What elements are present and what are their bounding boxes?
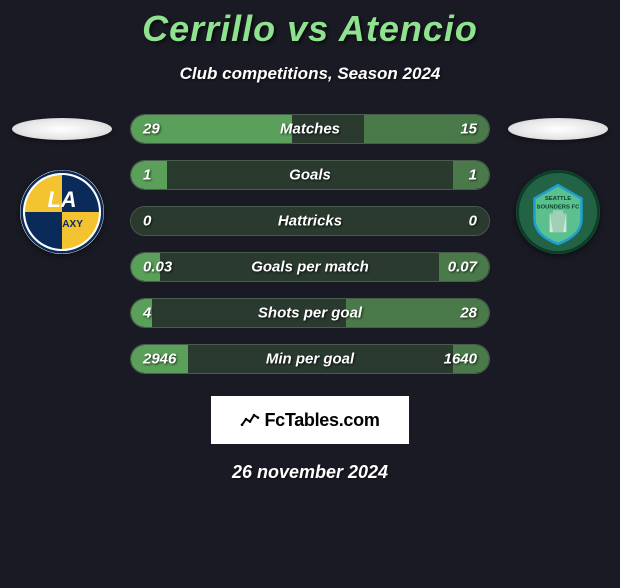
stat-value-right: 15 bbox=[460, 121, 477, 138]
stat-row: Goals 1 1 bbox=[130, 160, 490, 190]
stat-row: Goals per match 0.03 0.07 bbox=[130, 252, 490, 282]
stat-value-right: 1640 bbox=[444, 351, 477, 368]
svg-text:SOUNDERS FC: SOUNDERS FC bbox=[537, 205, 580, 211]
left-side: LA GALAXY bbox=[2, 114, 122, 254]
seattle-sounders-crest-icon: SEATTLE SOUNDERS FC bbox=[516, 170, 600, 254]
stat-value-right: 1 bbox=[469, 167, 477, 184]
stat-value-left: 4 bbox=[143, 305, 151, 322]
team-badge-left: LA GALAXY bbox=[20, 170, 104, 254]
svg-text:SEATTLE: SEATTLE bbox=[545, 196, 571, 202]
stat-label: Goals per match bbox=[251, 259, 369, 276]
stat-value-left: 29 bbox=[143, 121, 160, 138]
stat-value-right: 0 bbox=[469, 213, 477, 230]
player-silhouette-right bbox=[508, 118, 608, 140]
stat-value-right: 0.07 bbox=[448, 259, 477, 276]
stat-label: Min per goal bbox=[266, 351, 354, 368]
stat-row: Matches 29 15 bbox=[130, 114, 490, 144]
stat-value-right: 28 bbox=[460, 305, 477, 322]
stat-value-left: 0 bbox=[143, 213, 151, 230]
stat-label: Matches bbox=[280, 121, 340, 138]
stat-label: Hattricks bbox=[278, 213, 342, 230]
svg-text:LA: LA bbox=[47, 187, 76, 212]
attribution-banner: FcTables.com bbox=[211, 396, 409, 444]
stat-value-left: 1 bbox=[143, 167, 151, 184]
stat-row: Min per goal 2946 1640 bbox=[130, 344, 490, 374]
fctables-logo-icon bbox=[240, 412, 260, 428]
stat-row: Shots per goal 4 28 bbox=[130, 298, 490, 328]
svg-text:GALAXY: GALAXY bbox=[41, 219, 83, 230]
comparison-layout: LA GALAXY Matches 29 15 Goals 1 1 Hattricks 0 0 G… bbox=[0, 114, 620, 374]
right-side: SEATTLE SOUNDERS FC bbox=[498, 114, 618, 254]
stat-label: Goals bbox=[289, 167, 331, 184]
stat-label: Shots per goal bbox=[258, 305, 362, 322]
attribution-text: FcTables.com bbox=[264, 410, 379, 431]
stat-row: Hattricks 0 0 bbox=[130, 206, 490, 236]
page-title: Cerrillo vs Atencio bbox=[0, 8, 620, 50]
team-badge-right: SEATTLE SOUNDERS FC bbox=[516, 170, 600, 254]
stat-value-left: 2946 bbox=[143, 351, 176, 368]
player-silhouette-left bbox=[12, 118, 112, 140]
la-galaxy-crest-icon: LA GALAXY bbox=[20, 170, 104, 254]
subtitle: Club competitions, Season 2024 bbox=[0, 64, 620, 84]
date-text: 26 november 2024 bbox=[0, 462, 620, 483]
stat-rows: Matches 29 15 Goals 1 1 Hattricks 0 0 Goals per m… bbox=[130, 114, 490, 374]
stat-value-left: 0.03 bbox=[143, 259, 172, 276]
